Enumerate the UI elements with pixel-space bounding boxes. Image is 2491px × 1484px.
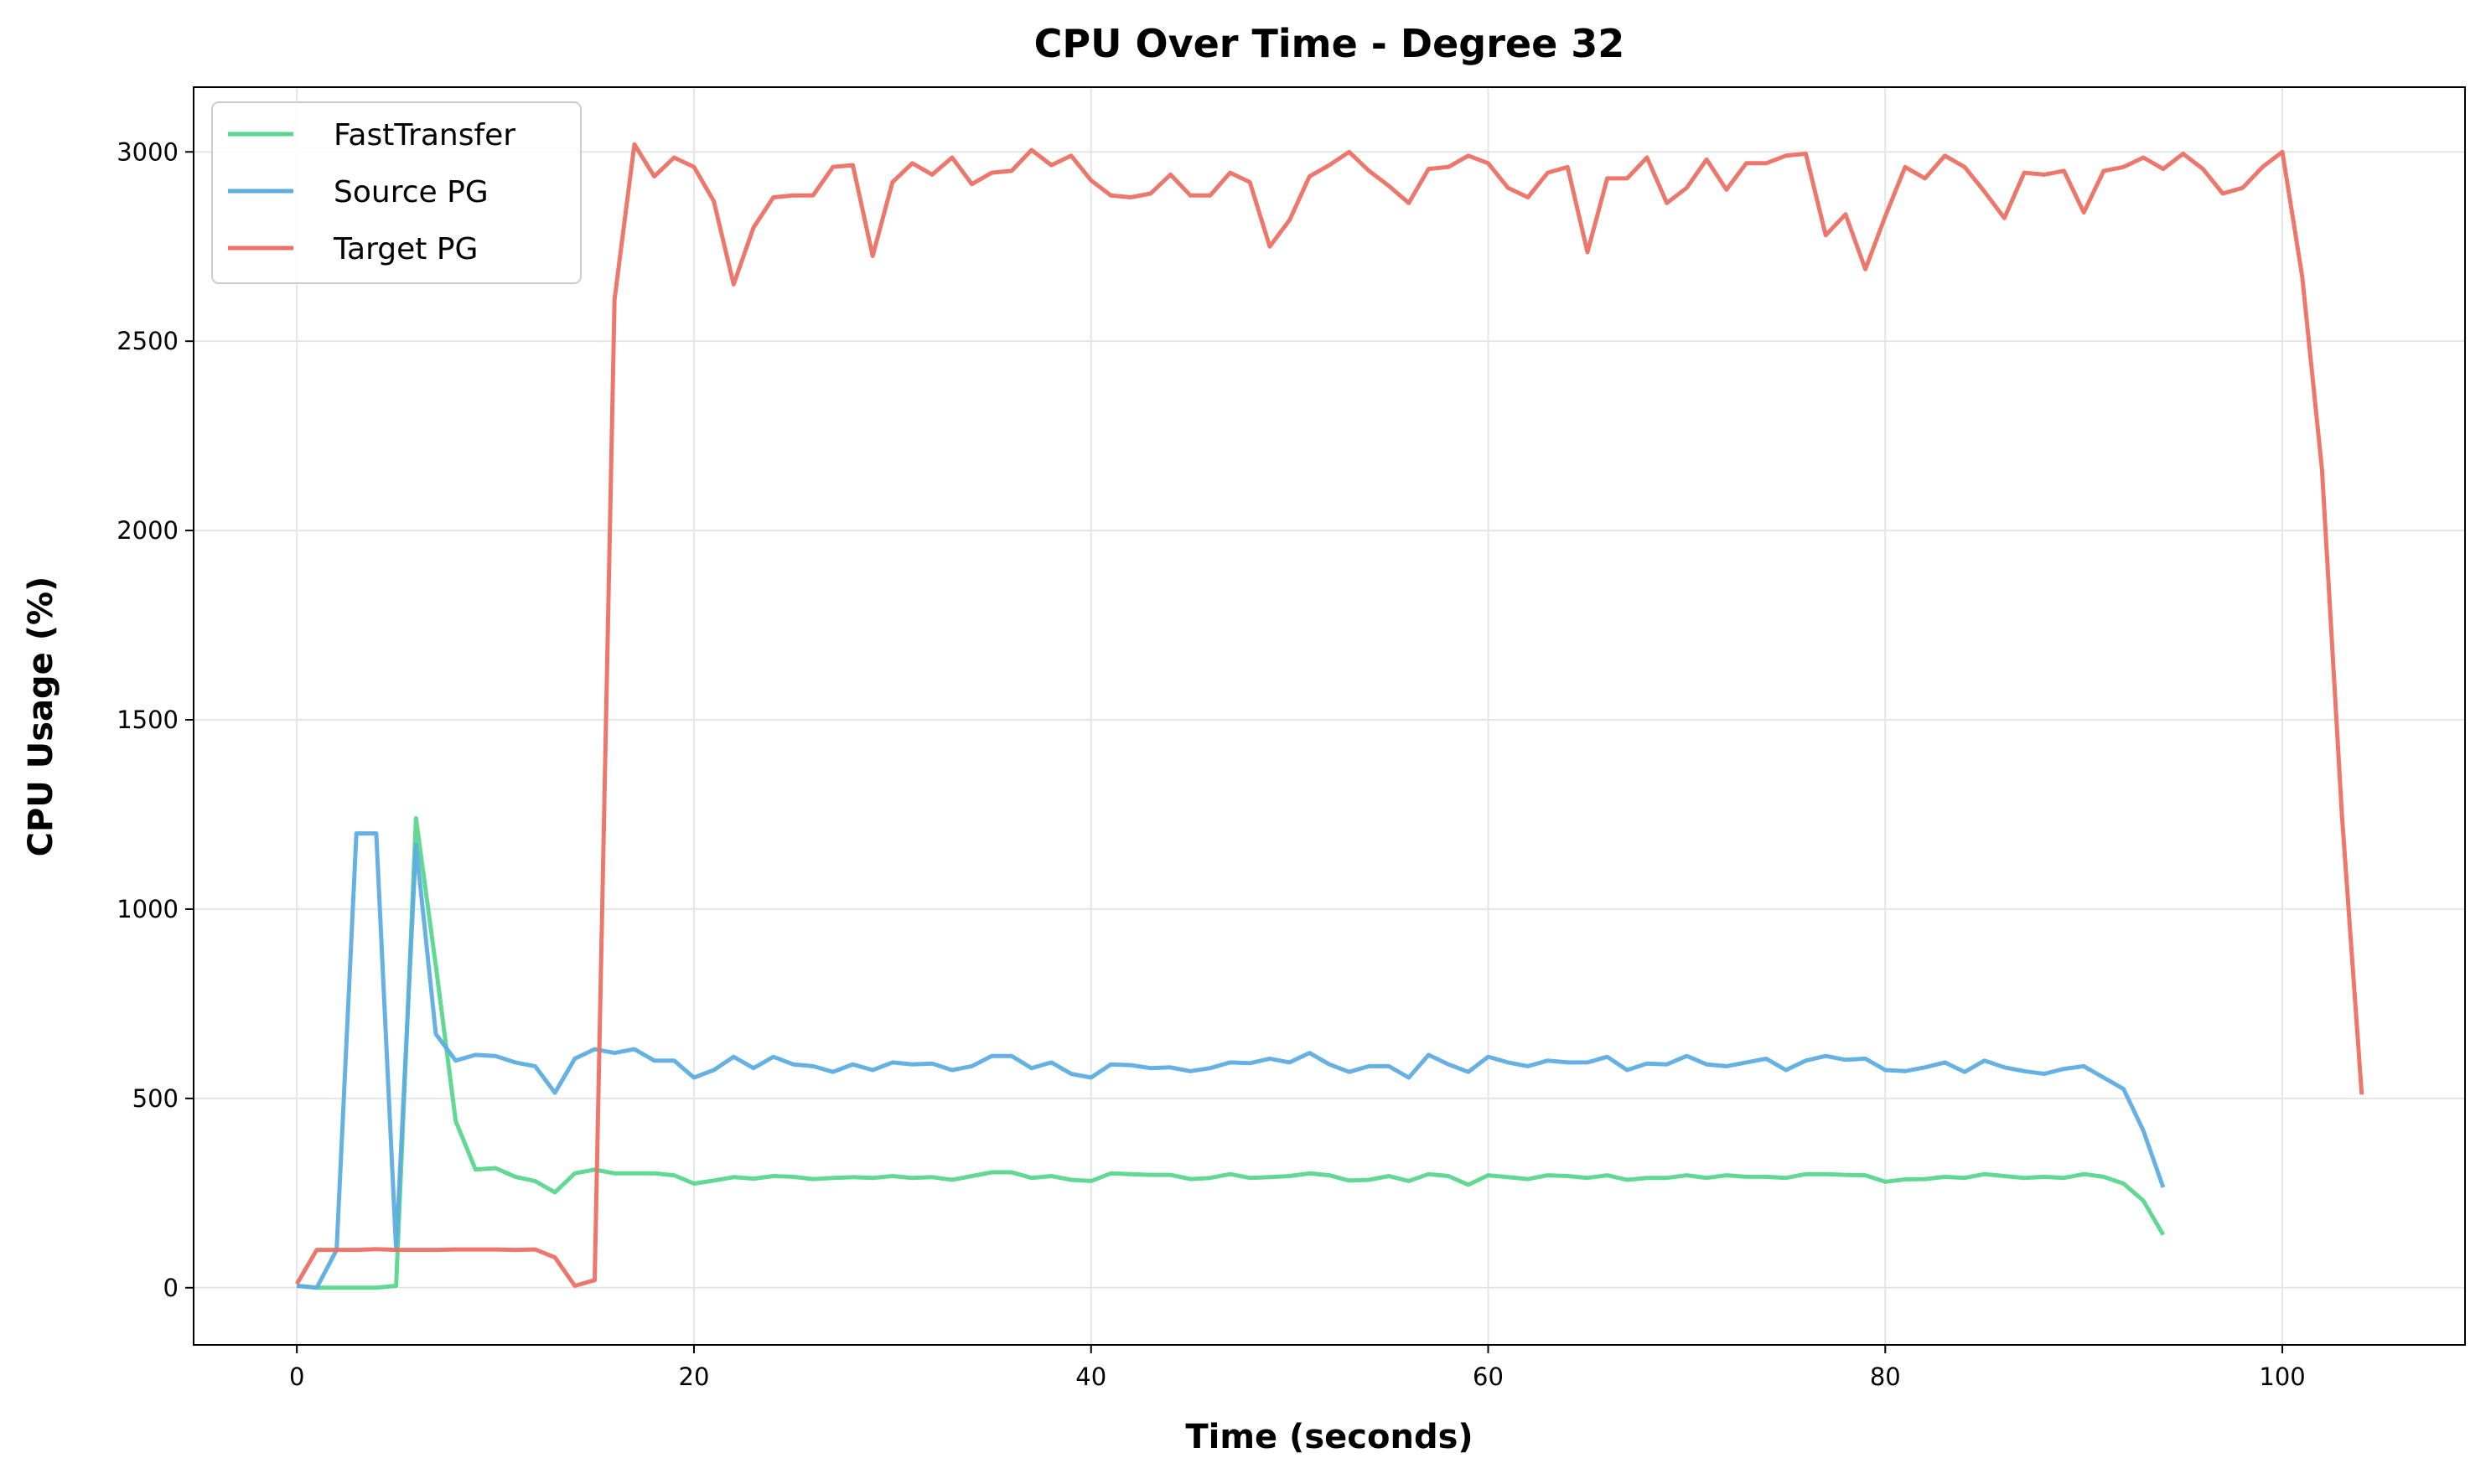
series-lines [295,142,2364,1290]
grid [194,87,2465,1345]
series-line-fasttransfer [296,816,2166,1290]
chart-title: CPU Over Time - Degree 32 [1034,21,1625,66]
legend-label: Source PG [334,175,489,209]
x-tick-label: 80 [1870,1362,1901,1391]
legend: FastTransfer Source PG Target PG [211,101,582,284]
y-tick-label: 3000 [117,137,179,166]
y-tick-label: 2000 [117,516,179,545]
x-tick-label: 60 [1473,1362,1504,1391]
y-tick-label: 2500 [117,327,179,355]
x-tick-label: 40 [1075,1362,1106,1391]
legend-box [211,101,582,284]
x-axis: 0 20 40 60 80 100 [289,1345,2306,1391]
y-tick-label: 500 [132,1084,179,1113]
x-axis-label: Time (seconds) [1185,1418,1473,1456]
y-tick-label: 1000 [117,895,179,923]
legend-label: FastTransfer [334,118,515,153]
y-tick-label: 0 [163,1274,179,1302]
y-tick-label: 1500 [117,706,179,734]
y-axis: 0 500 1000 1500 2000 2500 3000 [117,137,194,1302]
series-line-source-pg [296,831,2166,1290]
legend-label: Target PG [333,232,478,266]
x-tick-label: 0 [289,1362,304,1391]
series-line-target-pg [295,142,2364,1288]
plot-frame [193,86,2466,1346]
x-tick-label: 20 [679,1362,710,1391]
x-tick-label: 100 [2259,1362,2305,1391]
y-axis-label: CPU Usage (%) [22,577,60,857]
